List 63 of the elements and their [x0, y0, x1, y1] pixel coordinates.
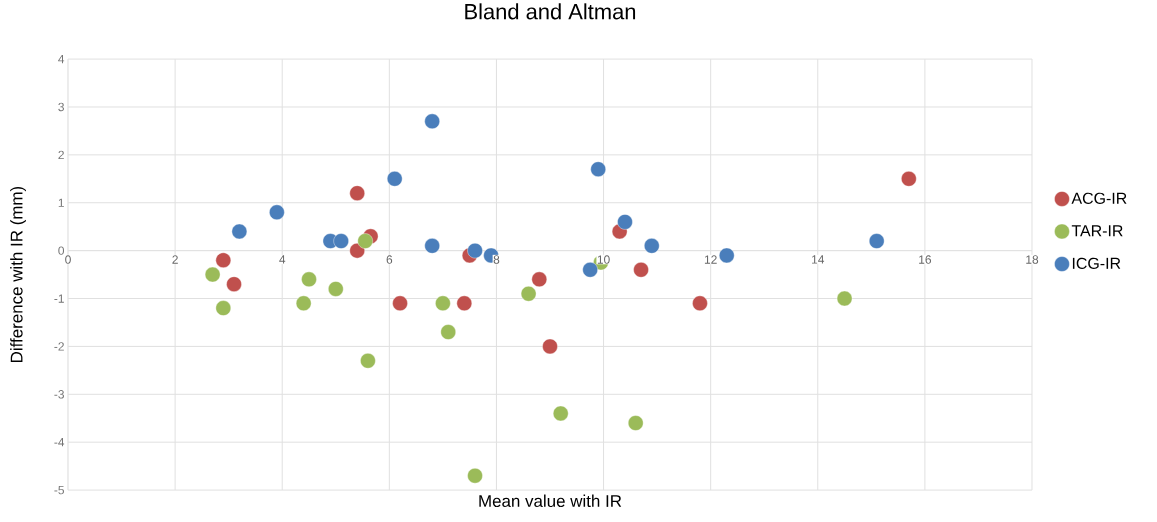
x-tick-label: 14: [812, 255, 825, 264]
x-tick-label: 18: [1026, 255, 1039, 264]
x-axis-title: Mean value with IR: [479, 494, 622, 508]
point: [215, 300, 232, 317]
point: [349, 185, 365, 202]
y-tick-label: 1: [58, 198, 64, 208]
y-tick-label: -1: [54, 294, 64, 303]
point: [456, 295, 473, 312]
x-tick-label: 8: [493, 255, 500, 264]
point: [328, 281, 344, 297]
x-tick-label: 2: [172, 255, 178, 264]
point: [215, 252, 232, 269]
point: [644, 238, 660, 254]
y-tick-label: 0: [58, 246, 65, 256]
y-axis-title: Difference with IR (mm): [10, 187, 26, 363]
point: [360, 353, 376, 369]
point: [627, 415, 644, 431]
y-tick-label: -3: [54, 390, 64, 399]
point: [467, 243, 483, 259]
y-tick-label: 3: [58, 102, 64, 112]
point: [467, 468, 483, 484]
point: [692, 295, 708, 312]
point: [719, 247, 735, 264]
point: [531, 271, 547, 288]
legend-label: ACG-IR: [1071, 192, 1127, 205]
legend-label: ICG-IR: [1072, 257, 1121, 270]
point: [542, 338, 558, 355]
point: [901, 171, 917, 187]
point: [301, 271, 317, 288]
y-tick-label: -5: [54, 486, 64, 495]
point: [868, 233, 885, 249]
x-tick-label: 6: [386, 255, 393, 264]
y-tick-label: -4: [54, 438, 65, 447]
y-tick-label: 4: [58, 55, 65, 64]
point: [582, 262, 598, 278]
x-tick-label: 4: [279, 255, 286, 264]
point: [269, 204, 285, 221]
point: [226, 276, 242, 293]
x-tick-label: 16: [919, 255, 932, 264]
point: [424, 113, 440, 130]
x-tick-label: 10: [597, 255, 610, 264]
point: [836, 291, 853, 307]
point: [204, 267, 221, 283]
point: [633, 262, 649, 278]
point: [231, 223, 248, 240]
y-tick-label: 2: [58, 150, 64, 160]
point: [333, 233, 349, 249]
x-tick-label: 12: [704, 255, 717, 264]
point: [357, 233, 373, 249]
point: [553, 405, 569, 422]
point: [520, 286, 537, 302]
point: [424, 238, 440, 254]
legend-label: TAR-IR: [1071, 225, 1123, 237]
point: [435, 295, 451, 312]
point: [440, 324, 456, 340]
point: [617, 214, 633, 230]
point: [387, 171, 403, 187]
chart-title: Bland and Altman: [465, 3, 636, 20]
x-tick-label: 0: [65, 255, 71, 264]
point: [590, 161, 606, 178]
point: [295, 295, 312, 312]
y-tick-label: -2: [54, 342, 64, 351]
point: [392, 295, 408, 312]
